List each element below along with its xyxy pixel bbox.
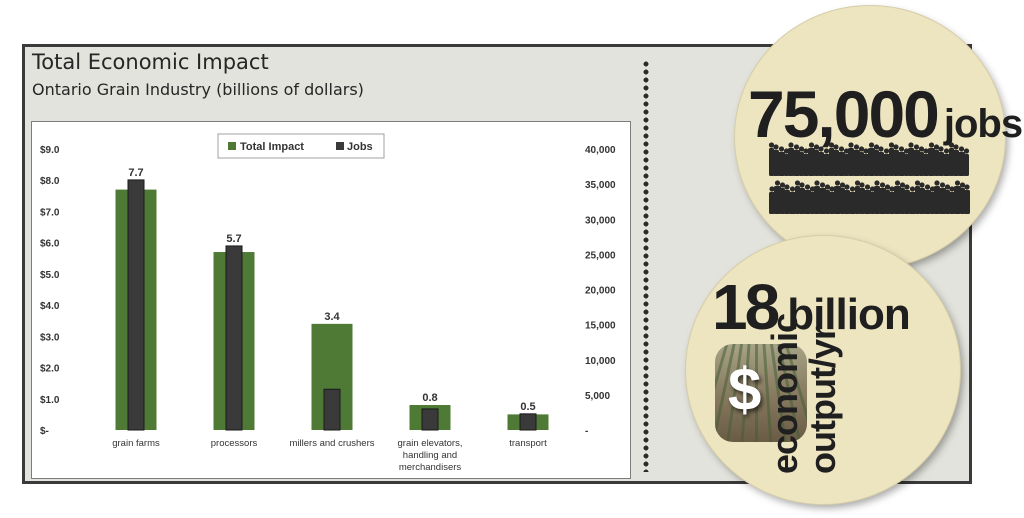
- category-label: merchandisers: [399, 462, 462, 473]
- jobs-callout-circle: [735, 6, 1005, 268]
- left-tick-label: $8.0: [40, 176, 60, 187]
- output-number: 18: [712, 271, 780, 343]
- crop-row: [755, 344, 758, 442]
- category-label: grain farms: [112, 438, 160, 449]
- legend-swatch-total-impact: [228, 142, 236, 150]
- right-tick-label: 20,000: [585, 286, 616, 297]
- data-label: 0.5: [520, 401, 535, 413]
- left-tick-label: $5.0: [40, 270, 60, 281]
- category-label: processors: [211, 438, 258, 449]
- right-tick-label: -: [585, 426, 588, 437]
- dollar-icon: $: [728, 356, 762, 423]
- legend-label-jobs: Jobs: [347, 141, 373, 153]
- bar-jobs: [127, 179, 145, 431]
- left-tick-label: $1.0: [40, 395, 60, 406]
- jobs-label: jobs: [943, 102, 1023, 146]
- left-tick-label: $-: [40, 426, 49, 437]
- bar-jobs: [323, 388, 341, 431]
- output-line-1: economic: [764, 313, 805, 474]
- left-tick-label: $6.0: [40, 239, 60, 250]
- right-tick-label: 15,000: [585, 321, 616, 332]
- category-label: grain elevators,: [398, 438, 463, 449]
- right-tick-label: 35,000: [585, 180, 616, 191]
- left-tick-label: $9.0: [40, 145, 60, 156]
- left-tick-label: $2.0: [40, 364, 60, 375]
- category-label: millers and crushers: [290, 438, 375, 449]
- output-callout: 18 billion: [712, 270, 911, 344]
- right-tick-label: 30,000: [585, 215, 616, 226]
- left-tick-label: $4.0: [40, 301, 60, 312]
- legend-swatch-jobs: [336, 142, 344, 150]
- bar-jobs: [421, 408, 439, 431]
- bar-jobs: [225, 245, 243, 431]
- left-tick-label: $3.0: [40, 332, 60, 343]
- jobs-number: 75,000: [748, 77, 940, 151]
- data-label: 0.8: [422, 392, 437, 404]
- right-tick-label: 25,000: [585, 250, 616, 261]
- category-label: handling and: [403, 450, 457, 461]
- legend-label-total-impact: Total Impact: [240, 141, 304, 153]
- data-label: 7.7: [128, 167, 143, 179]
- legend-box: [217, 133, 385, 159]
- crowd-silhouette-icon: [768, 142, 970, 214]
- bar-chart: $- $1.0 $2.0 $3.0 $4.0 $5.0 $6.0 $7.0 $8.0 $9.0 - 5…: [40, 133, 616, 473]
- output-description: economic output/yr: [764, 313, 843, 474]
- chart-title: Total Economic Impact: [32, 50, 269, 74]
- right-tick-label: 10,000: [585, 356, 616, 367]
- crop-field-photo: [715, 344, 807, 442]
- dotted-divider: [642, 60, 650, 472]
- data-label: 5.7: [226, 233, 241, 245]
- left-tick-label: $7.0: [40, 207, 60, 218]
- bar-jobs: [519, 413, 537, 431]
- output-label: billion: [787, 290, 911, 339]
- right-tick-label: 5,000: [585, 391, 610, 402]
- chart-area: $- $1.0 $2.0 $3.0 $4.0 $5.0 $6.0 $7.0 $8.0 $9.0 - 5…: [31, 121, 631, 479]
- category-label: transport: [509, 438, 547, 449]
- right-tick-label: 40,000: [585, 145, 616, 156]
- data-label: 3.4: [324, 311, 340, 323]
- chart-subtitle: Ontario Grain Industry (billions of doll…: [32, 80, 364, 99]
- jobs-callout: 75,000 jobs: [748, 76, 1023, 152]
- output-line-2: output/yr: [802, 327, 843, 474]
